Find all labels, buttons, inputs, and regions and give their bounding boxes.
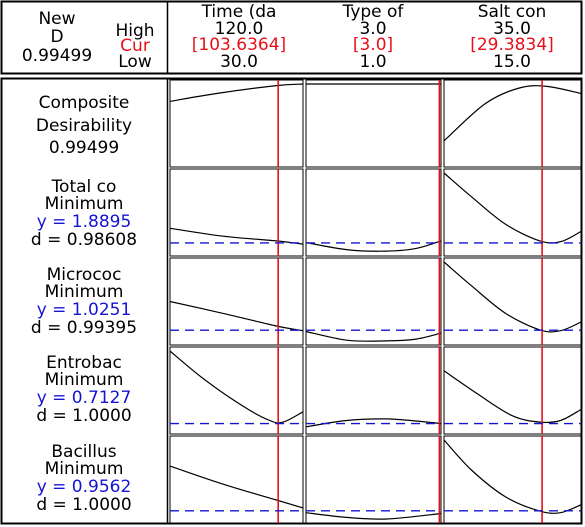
factor-name: Salt con: [478, 2, 547, 22]
panel-grid: [169, 79, 582, 524]
panel-r4-c2: [443, 435, 582, 524]
response-curve-r3-c1: [305, 418, 442, 428]
panel-r2-c0: [169, 257, 304, 346]
factor-current: [103.6364]: [192, 35, 286, 55]
response-curve-r4-c1: [305, 512, 442, 520]
factor-name: Time (da: [201, 2, 277, 22]
row-y-value: y = 1.8895: [37, 212, 132, 232]
factor-low: 15.0: [493, 52, 531, 72]
response-curve-r0-c0: [169, 83, 304, 102]
header-desirability: New D 0.99499: [22, 9, 92, 66]
response-curve-r1-c0: [169, 227, 304, 245]
response-curve-r3-c0: [169, 350, 304, 424]
response-curve-r4-c0: [169, 465, 304, 509]
panel-r4-c1: [305, 435, 442, 524]
response-curve-r1-c2: [443, 172, 582, 244]
row-goal: Minimum: [45, 370, 124, 390]
panel-r3-c0: [169, 346, 304, 435]
factor-current: [3.0]: [353, 35, 393, 55]
row-title: Micrococ: [47, 265, 122, 285]
d-label: D: [50, 27, 63, 47]
row-d-value: d = 0.98608: [31, 230, 137, 250]
panel-r2-c1: [305, 257, 442, 346]
factor-low: 1.0: [359, 52, 386, 72]
row-goal: Minimum: [45, 459, 124, 479]
factor-high: 120.0: [215, 19, 264, 39]
row-y-value: y = 0.7127: [37, 388, 132, 408]
response-curve-r2-c2: [443, 261, 582, 333]
response-curve-r3-c2: [443, 370, 582, 424]
factor-header-1: Type of 3.0 [3.0] 1.0: [342, 2, 405, 72]
panel-r4-c0: [169, 435, 304, 524]
cur-label: Cur: [120, 36, 150, 56]
panel-r1-c0: [169, 168, 304, 257]
panel-r0-c0: [169, 79, 304, 168]
response-curve-r4-c2: [443, 439, 582, 514]
high-label: High: [115, 21, 154, 41]
row-d-value: d = 1.0000: [36, 495, 131, 515]
row-goal: Minimum: [45, 194, 124, 214]
row-label-entrobac: Entrobac Minimum y = 0.7127 d = 1.0000: [36, 353, 131, 426]
row-goal: Minimum: [45, 282, 124, 302]
response-curve-r1-c1: [305, 240, 442, 252]
row-title: Composite: [39, 93, 130, 113]
composite-d-value: 0.99499: [49, 138, 119, 158]
row-d-value: d = 1.0000: [36, 406, 131, 426]
new-label: New: [38, 9, 75, 29]
header-frame: [0, 0, 583, 75]
factor-high: 35.0: [493, 19, 531, 39]
row-label-micrococ: Micrococ Minimum y = 1.0251 d = 0.99395: [31, 265, 137, 338]
panel-r1-c1: [305, 168, 442, 257]
response-curve-r2-c1: [305, 330, 442, 342]
factor-header-0: Time (da 120.0 [103.6364] 30.0: [192, 2, 286, 72]
row-d-value: d = 0.99395: [31, 318, 137, 338]
row-subtitle: Desirability: [36, 116, 132, 136]
panel-r1-c2: [443, 168, 582, 257]
panel-r3-c1: [305, 346, 442, 435]
row-y-value: y = 1.0251: [37, 300, 132, 320]
row-title: Entrobac: [46, 353, 122, 373]
row-title: Total co: [51, 177, 117, 197]
d-value: 0.99499: [22, 46, 92, 66]
factor-header-2: Salt con 35.0 [29.3834] 15.0: [470, 2, 554, 72]
row-label-bacillus: Bacillus Minimum y = 0.9562 d = 1.0000: [36, 442, 131, 515]
header-level-labels: High Cur Low: [115, 21, 154, 72]
response-curve-r0-c2: [443, 85, 582, 142]
factor-high: 3.0: [359, 19, 386, 39]
factor-current: [29.3834]: [470, 35, 554, 55]
row-y-value: y = 0.9562: [37, 477, 132, 497]
factor-low: 30.0: [220, 52, 258, 72]
panel-r0-c1: [305, 79, 442, 168]
low-label: Low: [118, 52, 152, 72]
factor-name: Type of: [342, 2, 405, 22]
panel-r0-c2: [443, 79, 582, 168]
row-title: Bacillus: [51, 442, 116, 462]
response-curve-r2-c0: [169, 300, 304, 332]
panel-r3-c2: [443, 346, 582, 435]
row-label-total-co: Total co Minimum y = 1.8895 d = 0.98608: [31, 177, 137, 250]
panel-r2-c2: [443, 257, 582, 346]
row-label-composite: Composite Desirability 0.99499: [36, 93, 132, 158]
